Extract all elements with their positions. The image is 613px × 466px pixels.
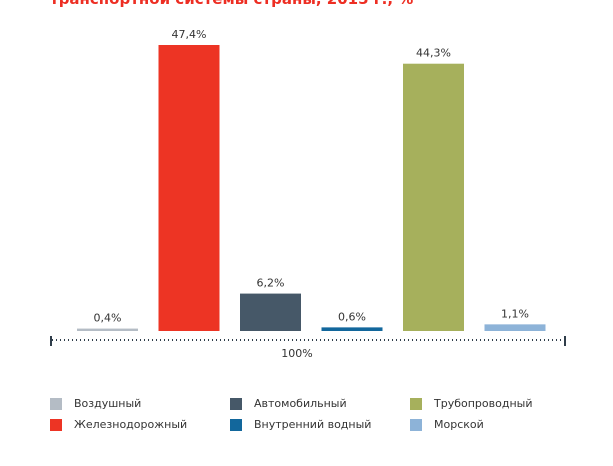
legend-label-road: Автомобильный (254, 397, 347, 410)
bar-value-label-6: 1,1% (501, 307, 529, 320)
legend-label-sea: Морской (434, 418, 484, 431)
legend-label-pipeline: Трубопроводный (434, 397, 533, 410)
bar-value-label-2: 47,4% (172, 28, 207, 41)
value-labels-layer: 0,4% 47,4% 6,2% 0,6% 44,3% 1,1% (94, 28, 529, 325)
legend-swatch-air (50, 397, 62, 410)
legend-swatch-road (230, 397, 242, 410)
legend-swatch-pipeline (410, 397, 422, 410)
legend-label-inland-water: Внутренний водный (254, 418, 372, 431)
bar-6 (484, 324, 546, 331)
legend-swatch-inland-water (230, 418, 242, 431)
legend-label-rail: Железнодорожный (74, 418, 188, 431)
bar-2 (158, 45, 220, 331)
legend-item-sea: Морской (410, 418, 580, 431)
axis-total-label: 100% (281, 347, 312, 360)
bar-1 (77, 328, 138, 331)
bar-value-label-3: 6,2% (257, 277, 285, 290)
legend-swatch-rail (50, 418, 62, 431)
bar-4 (321, 327, 383, 331)
legend: Воздушный Автомобильный Трубопроводный Ж… (50, 393, 580, 435)
bar-value-label-5: 44,3% (416, 47, 451, 60)
legend-item-rail: Железнодорожный (50, 418, 230, 431)
bar-chart: 0,4% 47,4% 6,2% 0,6% 44,3% 1,1% 100% (50, 28, 566, 360)
bar-3 (240, 293, 301, 331)
legend-item-road: Автомобильный (230, 397, 410, 410)
legend-label-air: Воздушный (74, 397, 142, 410)
legend-row: Воздушный Автомобильный Трубопроводный (50, 393, 580, 414)
legend-item-pipeline: Трубопроводный (410, 397, 580, 410)
bar-value-label-4: 0,6% (338, 310, 366, 323)
legend-row: Железнодорожный Внутренний водный Морско… (50, 414, 580, 435)
legend-item-inland-water: Внутренний водный (230, 418, 410, 431)
bars-layer (77, 45, 546, 331)
legend-swatch-sea (410, 418, 422, 431)
legend-item-air: Воздушный (50, 397, 230, 410)
page-title: транспортной системы страны, 2015 г., % (50, 0, 413, 8)
bar-value-label-1: 0,4% (94, 312, 122, 325)
bar-5 (403, 63, 464, 331)
